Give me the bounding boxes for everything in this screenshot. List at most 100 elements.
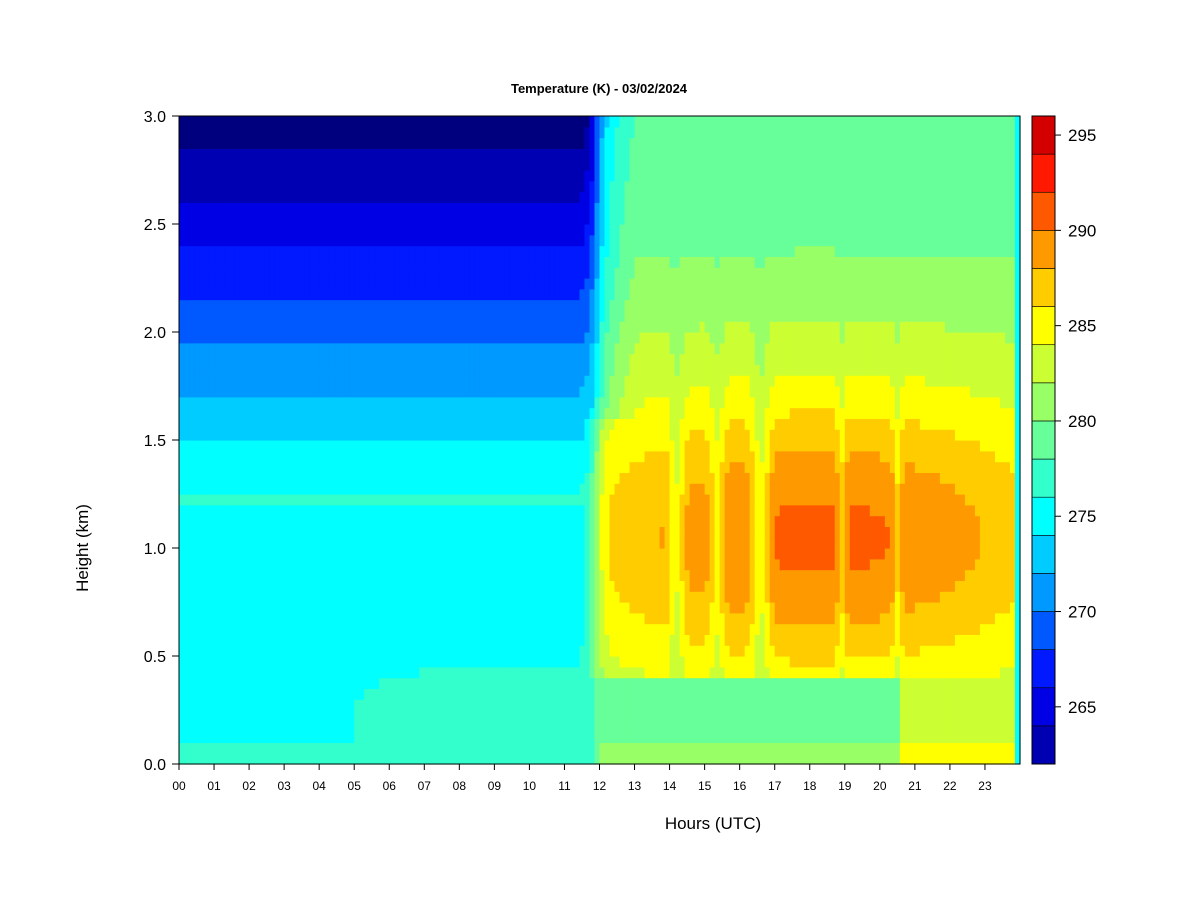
heatmap-cell (519, 623, 526, 635)
heatmap-cell (349, 688, 355, 700)
heatmap-cell (324, 180, 330, 193)
heatmap-cell (579, 548, 586, 560)
heatmap-cell (179, 450, 185, 463)
heatmap-cell (229, 342, 235, 355)
heatmap-cell (534, 569, 541, 581)
heatmap-cell (494, 548, 500, 560)
heatmap-cell (204, 504, 210, 517)
heatmap-cell (489, 731, 495, 743)
heatmap-cell (274, 515, 280, 527)
heatmap-cell (389, 677, 395, 689)
heatmap-cell (309, 688, 315, 700)
heatmap-cell (319, 234, 325, 247)
heatmap-cell (329, 170, 335, 182)
heatmap-cell (474, 299, 480, 311)
heatmap-cell (444, 483, 450, 495)
heatmap-cell (204, 396, 210, 409)
heatmap-cell (414, 299, 420, 311)
heatmap-cell (529, 375, 536, 387)
heatmap-cell (229, 234, 235, 247)
heatmap-cell (289, 472, 295, 484)
heatmap-cell (284, 180, 290, 193)
heatmap-cell (344, 656, 350, 668)
heatmap-cell (259, 440, 265, 452)
heatmap-cell (224, 310, 230, 322)
heatmap-cell (484, 202, 490, 214)
heatmap-cell (504, 645, 510, 657)
heatmap-cell (459, 126, 465, 139)
heatmap-cell (544, 591, 551, 603)
heatmap-cell (239, 656, 245, 668)
heatmap-cell (219, 116, 225, 128)
heatmap-cell (264, 720, 270, 733)
heatmap-cell (354, 310, 360, 322)
heatmap-cell (194, 396, 200, 409)
heatmap-cell (384, 202, 390, 214)
heatmap-cell (319, 191, 325, 203)
heatmap-cell (229, 159, 235, 171)
heatmap-cell (284, 234, 290, 247)
heatmap-cell (239, 699, 245, 711)
heatmap-cell (294, 386, 300, 398)
heatmap-cell (589, 440, 596, 452)
heatmap-cell (364, 537, 370, 549)
heatmap-cell (204, 278, 210, 290)
heatmap-cell (204, 245, 210, 257)
heatmap-cell (449, 612, 455, 625)
heatmap-cell (304, 515, 310, 527)
heatmap-cell (214, 429, 220, 441)
heatmap-cell (254, 191, 260, 203)
heatmap-cell (459, 407, 465, 419)
heatmap-cell (224, 440, 230, 452)
heatmap-cell (284, 224, 290, 236)
heatmap-cell (289, 483, 295, 495)
heatmap-cell (574, 645, 581, 657)
heatmap-cell (379, 656, 385, 668)
heatmap-cell (224, 710, 230, 722)
heatmap-cell (389, 504, 395, 517)
heatmap-cell (444, 170, 450, 182)
heatmap-cell (429, 353, 435, 365)
heatmap-cell (514, 548, 521, 560)
heatmap-cell (199, 710, 205, 722)
heatmap-cell (554, 159, 561, 171)
heatmap-cell (374, 396, 380, 409)
heatmap-cell (214, 580, 220, 592)
heatmap-cell (444, 278, 450, 290)
heatmap-cell (559, 159, 566, 171)
heatmap-cell (274, 116, 280, 128)
heatmap-cell (439, 548, 445, 560)
heatmap-cell (239, 602, 245, 614)
heatmap-cell (524, 504, 531, 517)
heatmap-cell (234, 710, 240, 722)
heatmap-cell (379, 504, 385, 517)
heatmap-cell (334, 159, 340, 171)
heatmap-cell (334, 623, 340, 635)
heatmap-cell (204, 299, 210, 311)
heatmap-cell (499, 321, 505, 333)
heatmap-cell (359, 180, 365, 193)
heatmap-cell (509, 137, 515, 149)
heatmap-cell (474, 418, 480, 430)
heatmap-cell (494, 310, 500, 322)
heatmap-cell (314, 213, 320, 225)
heatmap-cell (369, 191, 375, 203)
heatmap-cell (374, 407, 380, 419)
heatmap-cell (429, 450, 435, 463)
heatmap-cell (264, 753, 270, 765)
heatmap-cell (224, 656, 230, 668)
heatmap-cell (434, 515, 440, 527)
heatmap-cell (304, 180, 310, 193)
heatmap-cell (264, 688, 270, 700)
heatmap-cell (409, 234, 415, 247)
heatmap-cell (414, 710, 420, 722)
heatmap-cell (319, 364, 325, 376)
heatmap-cell (249, 677, 255, 689)
heatmap-cell (539, 699, 546, 711)
heatmap-cell (414, 558, 420, 571)
heatmap-cell (224, 504, 230, 517)
heatmap-cell (494, 591, 500, 603)
heatmap-cell (429, 116, 435, 128)
heatmap-cell (569, 332, 576, 344)
heatmap-cell (434, 202, 440, 214)
